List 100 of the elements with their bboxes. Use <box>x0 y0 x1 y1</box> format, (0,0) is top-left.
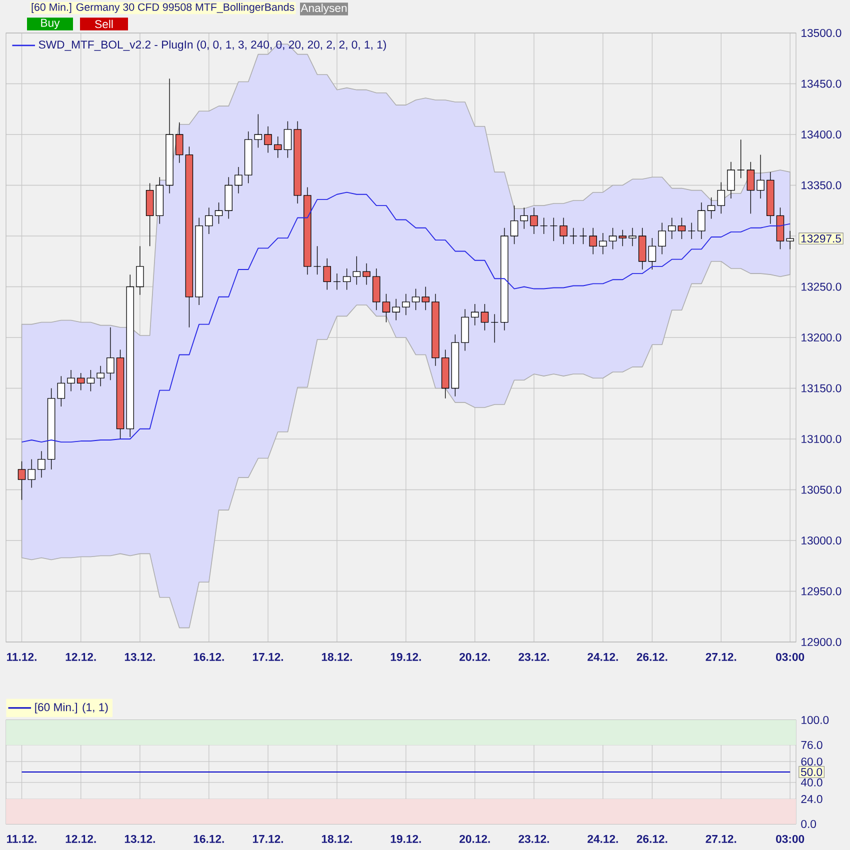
candlestick <box>205 207 213 234</box>
x-tick-label: 16.12. <box>194 652 224 661</box>
candlestick <box>284 120 292 158</box>
candlestick <box>698 202 706 240</box>
text: Buy <box>41 18 60 30</box>
x-tick-label: 20.12. <box>460 652 490 661</box>
candlestick <box>352 256 361 286</box>
candlestick <box>422 286 430 310</box>
candlestick <box>362 263 370 286</box>
y-tick-label: 0.0 <box>801 820 816 828</box>
x-tick-label: 19.12. <box>390 834 421 843</box>
candlestick <box>510 205 518 244</box>
candlestick <box>678 217 686 240</box>
candlestick <box>67 370 75 392</box>
y-tick-label: 13250.0 <box>802 282 842 291</box>
candlestick <box>234 166 242 194</box>
candlestick <box>214 202 223 224</box>
candlestick <box>786 230 794 250</box>
candlestick <box>38 450 46 478</box>
candlestick <box>342 268 351 290</box>
candlestick <box>599 232 607 255</box>
candlestick <box>412 288 420 310</box>
legend-label: [60 Min.] (1, 1) <box>35 702 108 714</box>
x-tick-label: 12.12. <box>66 834 96 843</box>
x-tick-label: 17.12. <box>252 834 283 843</box>
x-tick-label: 23.12. <box>518 834 549 843</box>
x-tick-label: 27.12. <box>706 652 736 661</box>
x-tick-label: 12.12. <box>66 652 96 661</box>
candlestick <box>382 294 390 323</box>
candlestick <box>727 162 735 199</box>
x-tick-label: 27.12. <box>706 834 736 843</box>
candlestick <box>402 294 410 316</box>
y-tick-label: 13500.0 <box>802 28 842 37</box>
candlestick <box>313 246 322 275</box>
y-tick-label: 12900.0 <box>802 638 842 646</box>
y-tick-label: 13000.0 <box>802 536 842 545</box>
x-tick-label: 11.12. <box>7 834 36 843</box>
y-tick-label: 40.0 <box>800 778 822 786</box>
x-tick-label: 26.12. <box>636 834 668 843</box>
x-tick-label: 13.12. <box>124 652 155 661</box>
candlestick <box>57 376 66 407</box>
candlestick <box>540 217 548 234</box>
candlestick <box>480 304 489 331</box>
x-tick-label: 11.12. <box>7 652 36 661</box>
candlestick <box>76 372 85 391</box>
x-tick-label: 24.12. <box>588 652 618 661</box>
candlestick <box>668 217 676 240</box>
x-tick-label: 20.12. <box>460 834 490 843</box>
candlestick <box>746 162 755 214</box>
y-tick-label: 60.0 <box>801 758 822 766</box>
y-tick-label: 76.0 <box>801 740 822 749</box>
y-tick-label: 13150.0 <box>802 384 842 392</box>
candlestick <box>254 114 262 148</box>
candlestick <box>28 458 36 488</box>
candlestick <box>756 154 764 199</box>
candlestick <box>560 217 568 244</box>
candlestick <box>96 366 104 387</box>
candlestick <box>274 136 282 158</box>
candlestick <box>648 238 656 270</box>
x-tick-label: 17.12. <box>252 652 283 661</box>
candlestick <box>490 314 498 343</box>
candlestick <box>579 228 588 244</box>
y-tick-label: 13450.0 <box>802 80 842 88</box>
candlestick <box>520 207 528 230</box>
x-tick-label: 23.12. <box>518 652 549 661</box>
candlestick <box>589 228 597 255</box>
text: 50.0 <box>800 768 822 776</box>
y-tick-label: 13050.0 <box>802 486 842 494</box>
candlestick <box>530 207 538 234</box>
candlestick <box>323 258 331 290</box>
candlestick <box>608 228 617 250</box>
candlestick <box>570 228 578 244</box>
x-tick-label: 03:00 <box>776 834 804 843</box>
y-tick-label: 13350.0 <box>802 181 842 190</box>
candlestick <box>618 230 627 246</box>
candlestick <box>86 370 95 392</box>
candlestick <box>18 460 26 500</box>
y-tick-label: 13400.0 <box>802 130 842 139</box>
x-tick-label: 24.12. <box>588 834 618 843</box>
text: Sell <box>95 20 113 28</box>
candlestick <box>333 273 341 290</box>
legend-label: SWD_MTF_BOL_v2.2 - PlugIn (0, 0, 1, 3, 240, 0, 20, 20, 2, 2, 0, 1, 1) <box>38 40 386 51</box>
x-tick-label: 03:00 <box>776 652 804 661</box>
text: 13297.5 <box>801 234 842 243</box>
candlestick <box>392 298 400 321</box>
candlestick <box>106 327 114 380</box>
candlestick <box>175 122 184 164</box>
y-tick-label: 100.0 <box>802 716 829 724</box>
candlestick <box>707 197 716 220</box>
candlestick <box>658 222 666 255</box>
y-tick-label: 13100.0 <box>802 434 842 444</box>
y-tick-label: 12950.0 <box>802 587 842 596</box>
y-tick-label: 24.0 <box>801 795 822 804</box>
y-tick-label: 13200.0 <box>802 333 842 342</box>
candlestick <box>471 304 479 326</box>
line-series <box>21 192 791 443</box>
candlestick <box>717 182 726 214</box>
x-tick-label: 19.12. <box>390 652 421 661</box>
x-tick-label: 13.12. <box>124 834 155 843</box>
candlestick <box>550 217 558 242</box>
